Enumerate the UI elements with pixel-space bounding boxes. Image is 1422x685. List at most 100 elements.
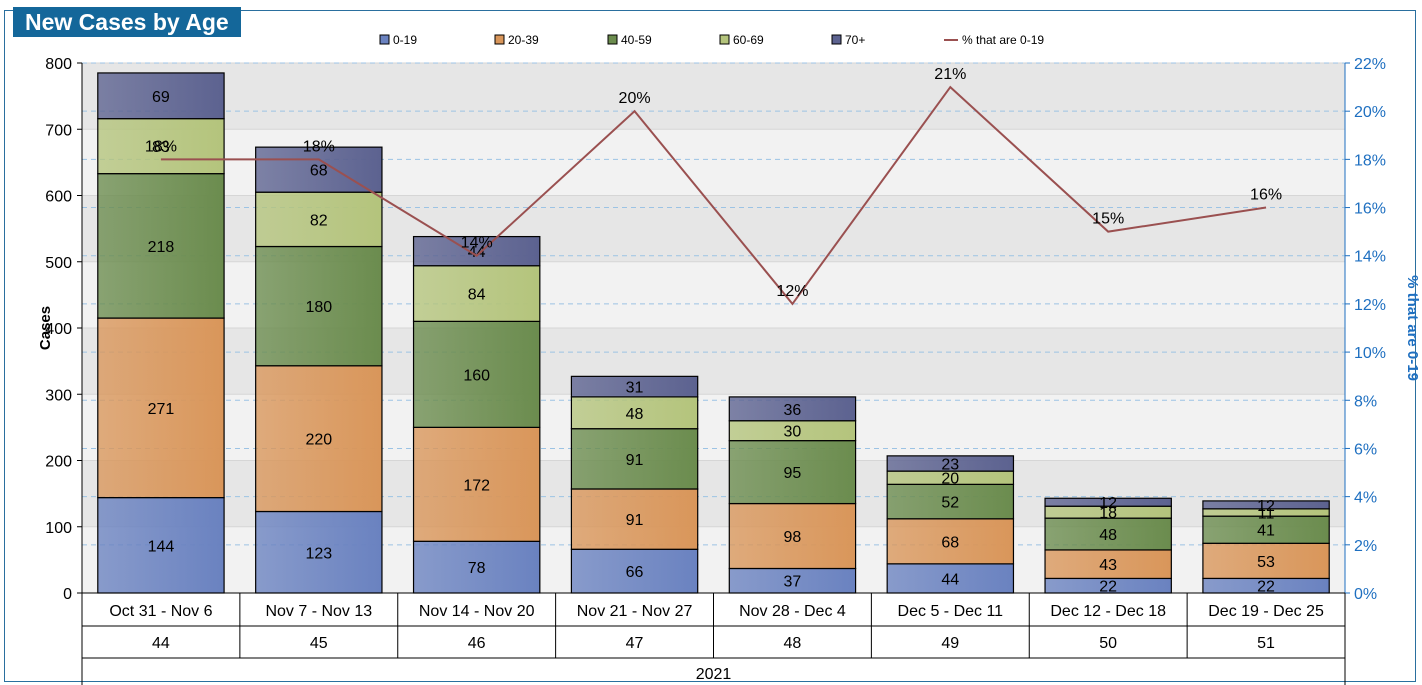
bar-data-label: 44: [941, 571, 959, 588]
bar-segment: [255, 365, 383, 513]
y2-tick-label: 6%: [1354, 441, 1377, 458]
bar-segment: [570, 488, 699, 550]
y2-tick-label: 8%: [1354, 393, 1377, 410]
bar-data-label: 271: [148, 401, 175, 418]
bar-segment: [1202, 515, 1330, 544]
bar-segment: [412, 540, 541, 594]
bar-segment: [255, 191, 383, 248]
percent-data-label: 12%: [776, 283, 808, 300]
bar-segment: [728, 396, 857, 422]
percent-data-label: 18%: [145, 138, 177, 155]
bar-data-label: 23: [941, 456, 959, 473]
legend-label: 60-69: [733, 33, 764, 47]
y2-tick-label: 10%: [1354, 345, 1386, 362]
bar-data-label: 69: [152, 89, 170, 106]
y2-axis-label: % that are 0-19: [1404, 275, 1421, 381]
bar-segment: [412, 235, 541, 267]
bar-data-label: 220: [305, 432, 332, 449]
x-tick-label: Nov 7 - Nov 13: [265, 603, 372, 620]
bar-segment: [886, 455, 1015, 472]
week-label: 48: [784, 635, 802, 652]
legend-swatch: [831, 34, 842, 45]
bar-data-label: 18: [1099, 505, 1117, 522]
bar-data-label: 22: [1099, 579, 1117, 596]
bar-segment: [255, 510, 383, 594]
bar-data-label: 83: [152, 139, 170, 156]
y2-tick-label: 14%: [1354, 249, 1386, 266]
y-tick-label: 800: [45, 56, 72, 73]
y-tick-label: 300: [45, 387, 72, 404]
percent-line: [160, 85, 1267, 306]
bar-segment: [570, 375, 699, 398]
bar-segment: [1044, 497, 1172, 507]
percent-data-label: 15%: [1092, 211, 1124, 228]
bar-data-label: 160: [463, 367, 490, 384]
percent-data-label: 18%: [303, 138, 335, 155]
week-label: 51: [1257, 635, 1275, 652]
x-tick-label: Nov 14 - Nov 20: [419, 603, 535, 620]
bar-data-label: 98: [784, 529, 802, 546]
bar-data-label: 53: [1257, 554, 1275, 571]
bar-data-label: 11: [1258, 506, 1275, 523]
bar-data-label: 218: [148, 239, 175, 256]
week-label: 47: [626, 635, 644, 652]
bar-data-label: 68: [310, 163, 328, 180]
x-tick-label: Oct 31 - Nov 6: [109, 603, 212, 620]
bar-data-label: 52: [941, 495, 959, 512]
bar-segment: [570, 396, 699, 430]
bar-segment: [412, 265, 541, 322]
percent-data-label: 21%: [934, 66, 966, 83]
bar-data-label: 44: [468, 244, 486, 261]
bar-data-label: 144: [148, 538, 175, 555]
y-tick-label: 700: [45, 122, 72, 139]
bar-data-label: 31: [626, 380, 644, 397]
y2-tick-label: 18%: [1354, 152, 1386, 169]
bar-segment: [1044, 517, 1172, 551]
x-tick-label: Dec 12 - Dec 18: [1050, 603, 1166, 620]
bar-data-label: 68: [941, 534, 959, 551]
bar-data-label: 66: [626, 564, 644, 581]
bar-data-label: 84: [468, 287, 486, 304]
bar-segment: [728, 440, 857, 505]
week-label: 44: [152, 635, 170, 652]
bar-segment: [728, 502, 857, 570]
bar-segment: [97, 118, 225, 175]
legend-label: 40-59: [621, 33, 652, 47]
percent-data-label: 14%: [461, 235, 493, 252]
bar-data-label: 172: [463, 477, 490, 494]
chart-frame: New Cases by Age: [4, 7, 1416, 682]
y-axis-label: Cases: [37, 306, 54, 350]
bar-segment: [255, 245, 383, 367]
bar-data-label: 12: [1099, 495, 1117, 512]
y-tick-label: 600: [45, 189, 72, 206]
y-tick-label: 400: [45, 321, 72, 338]
bar-data-label: 20: [941, 471, 959, 488]
x-tick-label: Nov 28 - Dec 4: [739, 603, 846, 620]
bar-segment: [97, 173, 225, 319]
bar-segment: [412, 426, 541, 542]
x-tick-label: Dec 5 - Dec 11: [898, 603, 1004, 620]
y2-tick-label: 4%: [1354, 490, 1377, 507]
bar-data-label: 43: [1099, 557, 1117, 574]
week-label: 50: [1099, 635, 1117, 652]
bar-segment: [97, 497, 225, 594]
bar-data-label: 48: [1099, 527, 1117, 544]
x-tick-label: Dec 19 - Dec 25: [1208, 603, 1324, 620]
bar-segment: [570, 428, 699, 490]
y2-tick-label: 12%: [1354, 297, 1386, 314]
y2-tick-label: 20%: [1354, 104, 1386, 121]
legend-label: 70+: [845, 33, 865, 47]
bar-data-label: 95: [784, 465, 802, 482]
y-tick-label: 100: [45, 520, 72, 537]
y-tick-label: 200: [45, 454, 72, 471]
bar-data-label: 123: [305, 545, 332, 562]
bar-data-label: 180: [305, 299, 332, 316]
bar-data-label: 78: [468, 560, 486, 577]
bar-segment: [97, 317, 225, 499]
bar-data-label: 48: [626, 406, 644, 423]
bar-segment: [886, 483, 1015, 520]
week-label: 45: [310, 635, 328, 652]
legend-swatch: [607, 34, 618, 45]
legend-label: 20-39: [508, 33, 539, 47]
percent-data-label: 20%: [619, 90, 651, 107]
